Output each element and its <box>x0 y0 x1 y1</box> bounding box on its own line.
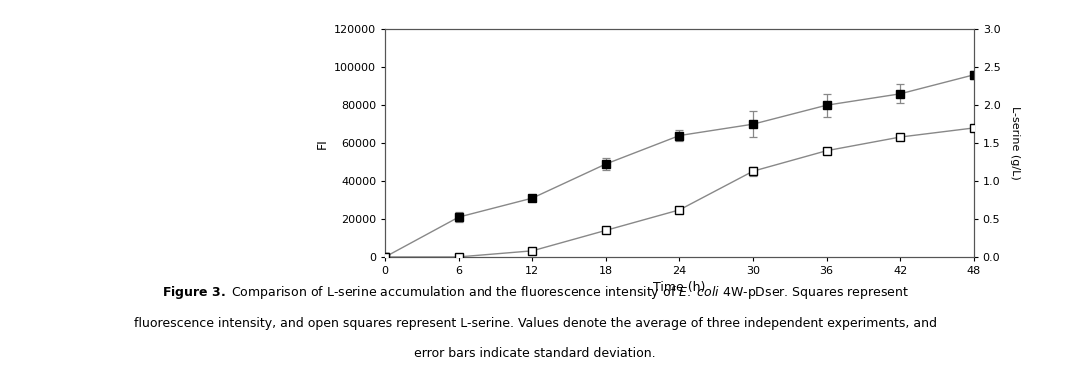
Text: error bars indicate standard deviation.: error bars indicate standard deviation. <box>414 347 656 360</box>
X-axis label: Time (h): Time (h) <box>654 281 705 294</box>
Text: fluorescence intensity, and open squares represent L-serine. Values denote the a: fluorescence intensity, and open squares… <box>134 317 936 330</box>
Y-axis label: L-serine (g/L): L-serine (g/L) <box>1010 106 1020 180</box>
Y-axis label: FI: FI <box>316 138 328 149</box>
Text: $\mathbf{Figure\ 3.}$ Comparison of L-serine accumulation and the fluorescence i: $\mathbf{Figure\ 3.}$ Comparison of L-se… <box>162 284 908 301</box>
